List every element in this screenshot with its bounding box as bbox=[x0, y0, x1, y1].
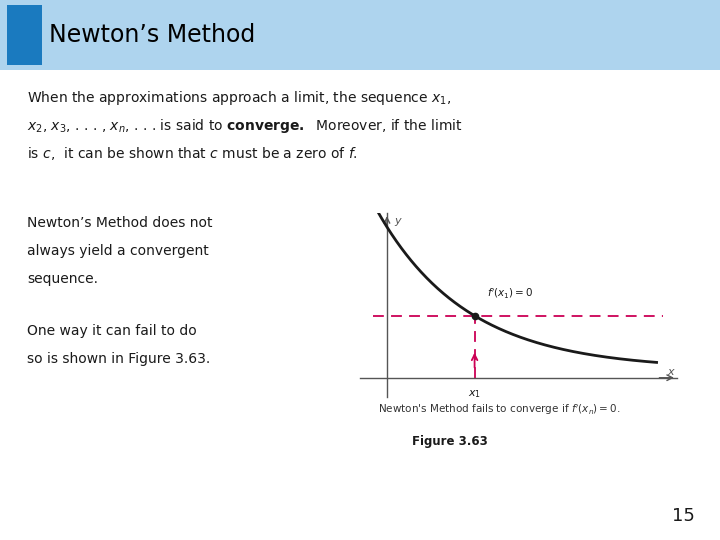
Text: When the approximations approach a limit, the sequence $x_1$,: When the approximations approach a limit… bbox=[27, 89, 451, 107]
Text: Newton’s Method does not: Newton’s Method does not bbox=[27, 216, 213, 230]
Text: $x_1$: $x_1$ bbox=[468, 389, 481, 401]
Text: $f'(x_1) = 0$: $f'(x_1) = 0$ bbox=[487, 286, 534, 300]
Text: sequence.: sequence. bbox=[27, 272, 99, 286]
Text: is $c$,  it can be shown that $c$ must be a zero of $f$.: is $c$, it can be shown that $c$ must be… bbox=[27, 145, 359, 162]
Text: Figure 3.63: Figure 3.63 bbox=[412, 435, 488, 448]
Bar bbox=[7, 5, 42, 65]
Text: $y$: $y$ bbox=[394, 216, 402, 228]
Bar bbox=[0, 0, 720, 70]
Text: Newton's Method fails to converge if $f'(x_n) = 0$.: Newton's Method fails to converge if $f'… bbox=[378, 402, 621, 417]
Text: always yield a convergent: always yield a convergent bbox=[27, 244, 209, 258]
Text: 15: 15 bbox=[672, 507, 695, 525]
Text: so is shown in Figure 3.63.: so is shown in Figure 3.63. bbox=[27, 352, 211, 366]
Text: $x_2$, $x_3$, . . . , $x_n$, . . . is said to $\mathbf{converge.}$  Moreover, if: $x_2$, $x_3$, . . . , $x_n$, . . . is sa… bbox=[27, 117, 463, 135]
Text: $x$: $x$ bbox=[667, 367, 676, 377]
Text: One way it can fail to do: One way it can fail to do bbox=[27, 324, 197, 338]
Text: Newton’s Method: Newton’s Method bbox=[49, 23, 255, 47]
